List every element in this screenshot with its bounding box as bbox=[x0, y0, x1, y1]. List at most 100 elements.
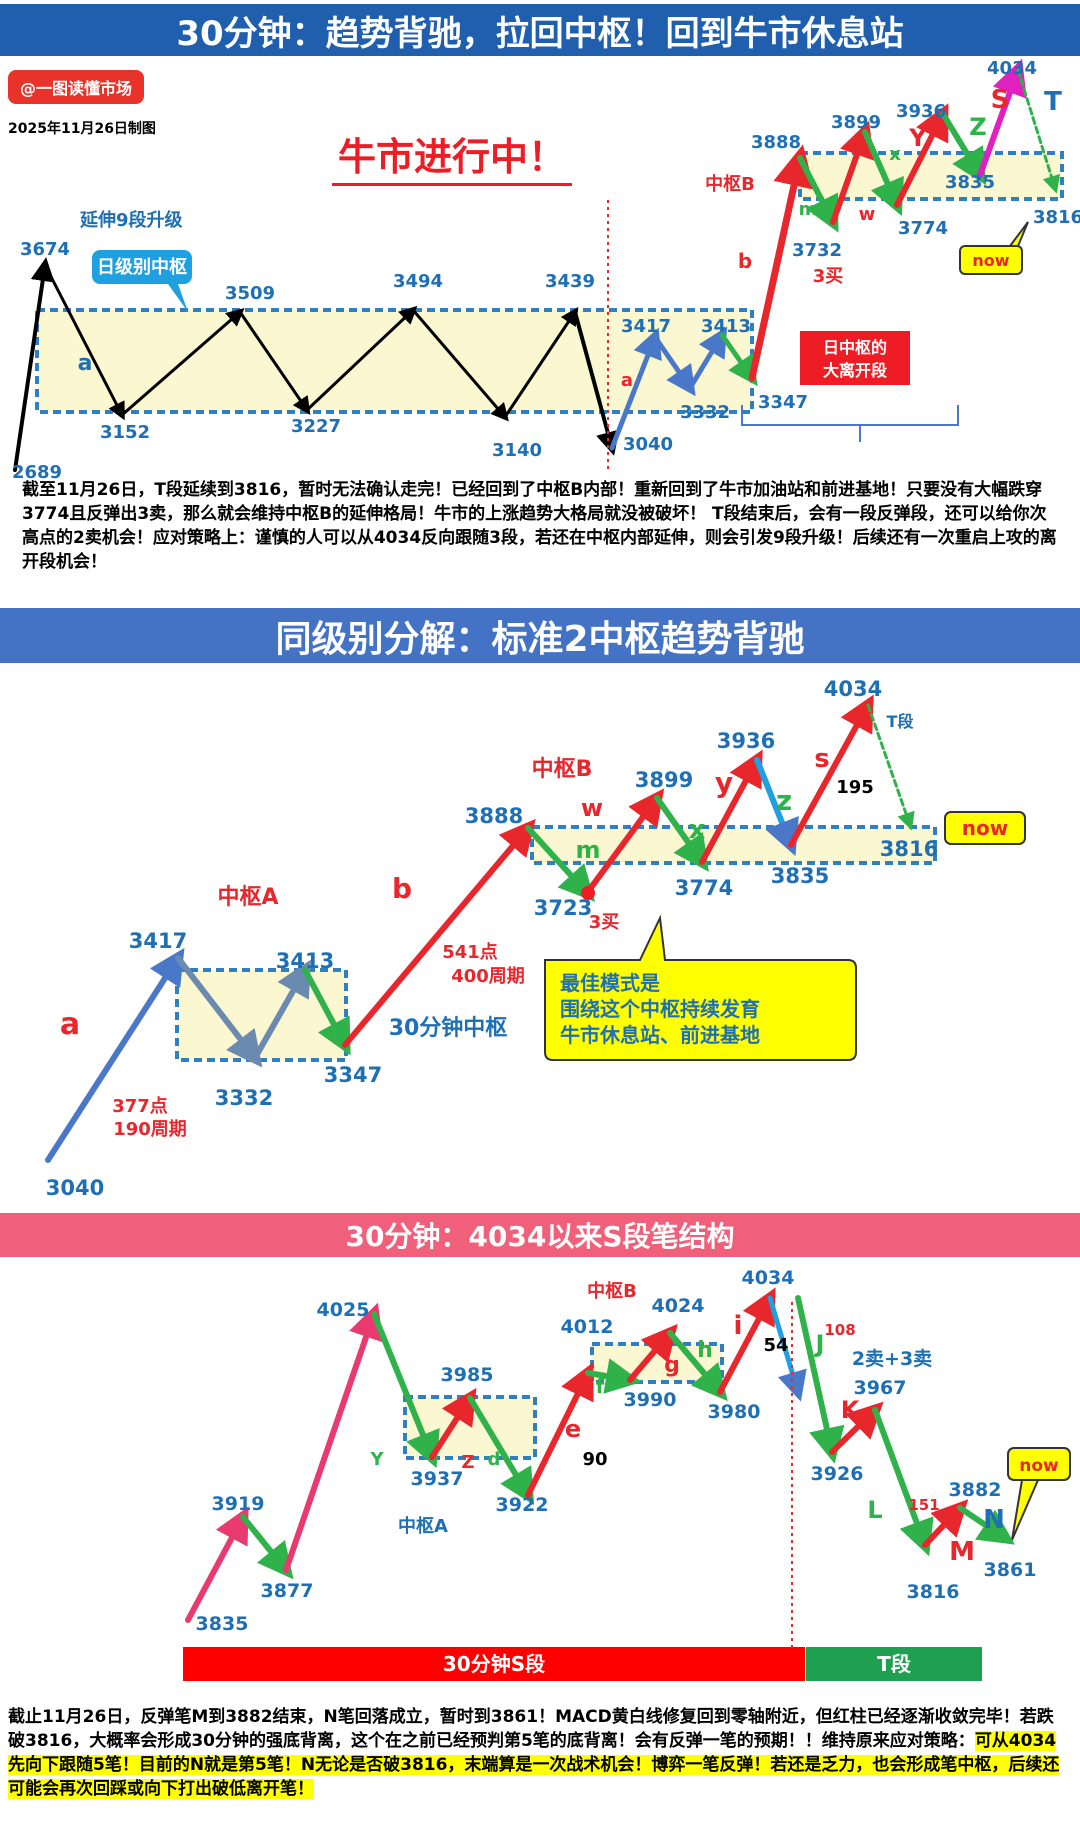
seg3-x bbox=[185, 1506, 249, 1623]
price-label-3774: 3774 bbox=[898, 218, 948, 239]
seg-t-label: T bbox=[1044, 87, 1062, 117]
bar-t-segment bbox=[806, 1647, 982, 1681]
price-label-3494: 3494 bbox=[393, 271, 443, 292]
seg3-e-label: e bbox=[565, 1415, 581, 1443]
commentary-bottom-a: 截止11月26日，反弹笔M到3882结束，N笔回落成立，暂时到3861！MACD… bbox=[8, 1707, 1054, 1751]
seg3-up bbox=[283, 1302, 384, 1573]
bracket-line bbox=[741, 405, 959, 426]
wave-a2-up bbox=[609, 327, 662, 451]
price2-label-3888: 3888 bbox=[465, 804, 523, 828]
wave-b-stroke bbox=[748, 144, 815, 382]
seg3-e bbox=[525, 1362, 594, 1498]
price-label-3936: 3936 bbox=[896, 101, 946, 122]
seg2-a bbox=[45, 947, 185, 1163]
seg2-a-down bbox=[175, 955, 263, 1068]
price3-label-3967: 3967 bbox=[854, 1377, 907, 1399]
price2-label-3723: 3723 bbox=[534, 896, 592, 920]
price-label-3040: 3040 bbox=[623, 434, 673, 455]
now-box-3-tail bbox=[1011, 1479, 1040, 1541]
bar-s-label: 30分钟S段 bbox=[443, 1652, 545, 1676]
seg3-k bbox=[829, 1401, 884, 1455]
date-label: 2025年11月26日制图 bbox=[8, 121, 156, 137]
wave-s-stroke bbox=[977, 58, 1027, 178]
price2-label-3774: 3774 bbox=[675, 876, 733, 900]
price3-label-3882: 3882 bbox=[949, 1479, 1002, 1501]
daily-leave-line2: 大离开段 bbox=[823, 361, 888, 380]
seg-y-label: Y bbox=[908, 124, 927, 152]
wave-x-stroke bbox=[862, 129, 904, 216]
seg3-j bbox=[795, 1295, 845, 1464]
price2-label-3835: 3835 bbox=[771, 864, 829, 888]
seg-s-label: S bbox=[991, 85, 1010, 115]
price2-label-3332: 3332 bbox=[215, 1086, 273, 1110]
seg2-w bbox=[584, 788, 665, 896]
wave-m-stroke bbox=[797, 155, 839, 233]
wave-a-stroke bbox=[503, 307, 579, 419]
seg3-h bbox=[667, 1330, 728, 1402]
bull-headline: 牛市进行中！ bbox=[332, 126, 573, 186]
period-190: 190周期 bbox=[113, 1119, 187, 1140]
extend-9-label: 延伸9段升级 bbox=[79, 209, 184, 231]
bar-s-segment bbox=[183, 1647, 805, 1681]
price-label-3417: 3417 bbox=[621, 316, 671, 337]
count-54: 54 bbox=[763, 1335, 788, 1356]
seg2-z bbox=[754, 757, 799, 857]
seg3-l bbox=[872, 1407, 934, 1557]
seg2-w-label: w bbox=[581, 794, 603, 822]
banner-middle: 同级别分解：标准2中枢趋势背驰 bbox=[0, 608, 1080, 663]
now-box-1-tail bbox=[1008, 221, 1029, 247]
count-195: 195 bbox=[836, 777, 874, 798]
wave-z-stroke bbox=[940, 111, 987, 186]
price3-label-3990: 3990 bbox=[624, 1389, 677, 1411]
seg3-z bbox=[429, 1387, 477, 1460]
seg2-z-label: z bbox=[776, 784, 792, 817]
seg2-a-label: a bbox=[60, 1007, 80, 1042]
seg3-y bbox=[371, 1311, 440, 1469]
price-label-3835: 3835 bbox=[945, 172, 995, 193]
seg2-t-label: T段 bbox=[887, 712, 915, 731]
banner-bottom: 30分钟：4034以来S段笔结构 bbox=[0, 1213, 1080, 1257]
author-tag: @一图读懂市场 bbox=[8, 70, 145, 104]
price2-label-3899: 3899 bbox=[635, 768, 693, 792]
seg-b-label: b bbox=[738, 249, 752, 273]
wave-w-stroke bbox=[830, 120, 874, 225]
price-label-3413: 3413 bbox=[701, 316, 751, 337]
wave-a-stroke bbox=[305, 305, 418, 412]
wave-a-stroke bbox=[120, 308, 245, 417]
seg2-m bbox=[525, 825, 596, 902]
price-label-3439: 3439 bbox=[545, 271, 595, 292]
price3-label-4034: 4034 bbox=[742, 1267, 795, 1289]
best-mode-callout bbox=[544, 914, 857, 1061]
price3-label-3919: 3919 bbox=[212, 1493, 265, 1515]
seg3-m-label: M bbox=[949, 1537, 975, 1567]
pivot-a3-label: 中枢A bbox=[398, 1515, 448, 1537]
seg-z-label: Z bbox=[969, 113, 986, 141]
seg2-b-label: b bbox=[392, 872, 412, 905]
wave-a-stroke bbox=[43, 263, 125, 421]
price3-label-3816: 3816 bbox=[907, 1581, 960, 1603]
price-label-3509: 3509 bbox=[225, 283, 275, 304]
seg3-x2 bbox=[240, 1514, 294, 1580]
seg3-g bbox=[627, 1323, 678, 1383]
price-label-3899: 3899 bbox=[831, 112, 881, 133]
line-layer bbox=[13, 58, 1060, 1650]
seg3-f-label: f bbox=[596, 1374, 605, 1398]
seg3-l-label: L bbox=[867, 1496, 882, 1524]
wave-a2-down2 bbox=[719, 332, 758, 387]
seg2-a-down2 bbox=[302, 967, 351, 1056]
commentary-bottom: 截止11月26日，反弹笔M到3882结束，N笔回落成立，暂时到3861！MACD… bbox=[8, 1705, 1070, 1801]
wave-t-stroke bbox=[1016, 68, 1060, 194]
seg3-i bbox=[717, 1287, 776, 1395]
price-label-3674: 3674 bbox=[20, 239, 70, 260]
seg3-j-label: J bbox=[814, 1330, 825, 1358]
seg3-m bbox=[922, 1499, 969, 1548]
seg2-m-label: m bbox=[575, 836, 600, 864]
seg3-g-label: g bbox=[664, 1353, 680, 1378]
price-label-3888: 3888 bbox=[751, 132, 801, 153]
pivot-day-box bbox=[92, 250, 192, 284]
now-label-2: now bbox=[962, 816, 1008, 840]
pivot-a3-zone bbox=[403, 1395, 537, 1460]
seg-x-label: x bbox=[889, 144, 901, 165]
label-layer: 2689 3674 3152 3509 3227 3494 3140 3439 3040 3417… bbox=[12, 58, 1080, 1676]
price2-label-3936: 3936 bbox=[717, 729, 775, 753]
